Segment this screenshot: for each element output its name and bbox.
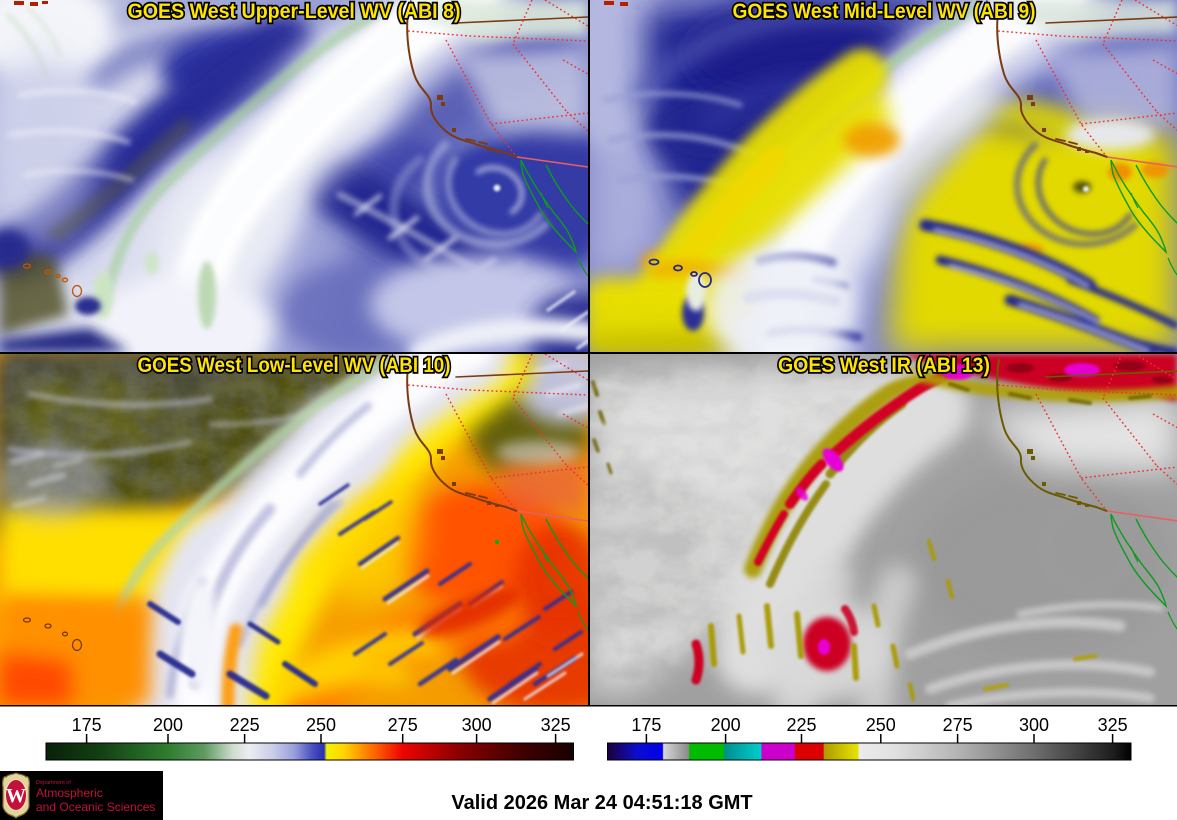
svg-text:225: 225 — [230, 715, 260, 735]
svg-text:325: 325 — [541, 715, 571, 735]
svg-text:200: 200 — [711, 715, 741, 735]
svg-text:and Oceanic Sciences: and Oceanic Sciences — [36, 800, 155, 814]
svg-text:225: 225 — [786, 715, 816, 735]
svg-text:Valid 2026 Mar 24 04:51:18 GMT: Valid 2026 Mar 24 04:51:18 GMT — [451, 792, 752, 814]
svg-text:250: 250 — [306, 715, 336, 735]
svg-text:175: 175 — [631, 715, 661, 735]
svg-text:GOES West Low-Level WV (ABI 10: GOES West Low-Level WV (ABI 10) — [138, 354, 451, 377]
svg-text:325: 325 — [1098, 715, 1128, 735]
svg-text:175: 175 — [72, 715, 102, 735]
svg-text:200: 200 — [153, 715, 183, 735]
svg-text:Department of: Department of — [36, 780, 71, 786]
svg-text:W: W — [6, 785, 26, 807]
svg-text:275: 275 — [943, 715, 973, 735]
svg-text:300: 300 — [462, 715, 492, 735]
svg-text:Atmospheric: Atmospheric — [36, 786, 103, 800]
svg-text:GOES West Mid-Level WV (ABI 9): GOES West Mid-Level WV (ABI 9) — [733, 0, 1036, 23]
svg-text:GOES West Upper-Level WV (ABI: GOES West Upper-Level WV (ABI 8) — [128, 0, 461, 23]
svg-text:275: 275 — [388, 715, 418, 735]
svg-text:250: 250 — [866, 715, 896, 735]
svg-text:300: 300 — [1019, 715, 1049, 735]
svg-text:GOES West IR (ABI 13): GOES West IR (ABI 13) — [778, 354, 990, 377]
